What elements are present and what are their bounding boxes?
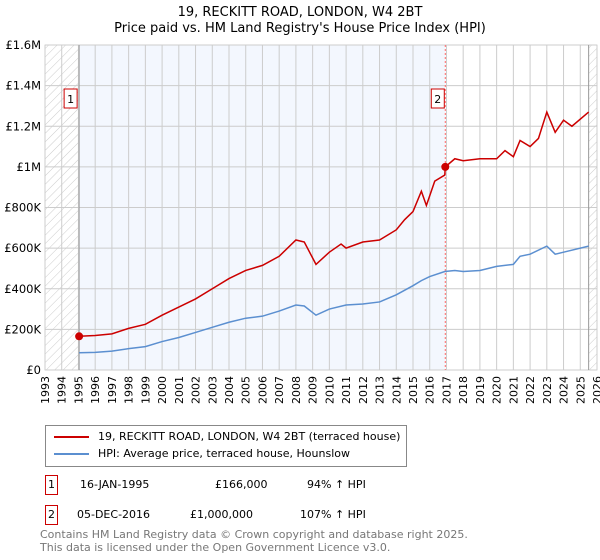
x-tick-label: 2000 <box>156 376 169 404</box>
footer-line-1: Contains HM Land Registry data © Crown c… <box>40 528 468 541</box>
x-tick-label: 2007 <box>273 376 286 404</box>
y-tick-label: £600K <box>4 241 41 255</box>
y-tick-label: £800K <box>4 201 41 215</box>
x-tick-label: 2001 <box>173 376 186 404</box>
x-tick-label: 2004 <box>223 376 236 404</box>
chart-title: 19, RECKITT ROAD, LONDON, W4 2BT <box>177 5 423 20</box>
x-tick-label: 2012 <box>357 376 370 404</box>
y-tick-label: £0 <box>26 363 41 377</box>
transaction-price: £1,000,000 <box>190 508 253 521</box>
marker-badge-label: 2 <box>434 93 441 106</box>
transaction-hpi: 94% ↑ HPI <box>307 478 366 491</box>
x-tick-label: 1999 <box>139 376 152 404</box>
legend-label-property: 19, RECKITT ROAD, LONDON, W4 2BT (terrac… <box>98 430 401 443</box>
marker-badge-box <box>63 88 78 109</box>
x-tick-label: 2005 <box>240 376 253 404</box>
x-tick-label: 1996 <box>89 376 102 404</box>
x-tick-label: 2017 <box>440 376 453 404</box>
x-tick-label: 2003 <box>206 376 219 404</box>
transaction-date: 16-JAN-1995 <box>80 478 150 491</box>
x-tick-label: 2009 <box>307 376 320 404</box>
marker-badge-box <box>430 88 445 109</box>
y-tick-label: £200K <box>4 322 41 336</box>
x-tick-label: 2011 <box>340 376 353 404</box>
x-tick-label: 2010 <box>323 376 336 404</box>
legend: 19, RECKITT ROAD, LONDON, W4 2BT (terrac… <box>45 425 407 467</box>
x-tick-label: 2025 <box>574 376 587 404</box>
legend-red-line <box>54 435 89 438</box>
y-tick-label: £400K <box>4 282 41 296</box>
line-chart: 1993 1994 1995 1996 1997 1998 1999 2000 2001 2002… <box>4 38 600 404</box>
marker-badge: 1 <box>45 475 58 495</box>
chart-subtitle: Price paid vs. HM Land Registry's House … <box>114 21 486 36</box>
y-tick-label: £1.6M <box>5 38 41 52</box>
series-line <box>79 109 590 338</box>
transaction-price: £166,000 <box>215 478 268 491</box>
x-tick-label: 2024 <box>558 376 571 404</box>
x-tick-label: 2015 <box>407 376 420 404</box>
transaction-hpi: 107% ↑ HPI <box>300 508 366 521</box>
series-line <box>79 245 589 354</box>
x-tick-label: 2018 <box>457 376 470 404</box>
x-tick-label: 2019 <box>474 376 487 404</box>
y-tick-label: £1.2M <box>5 119 41 133</box>
legend-label-hpi: HPI: Average price, terraced house, Houn… <box>98 447 350 460</box>
legend-blue-line <box>54 452 89 455</box>
x-tick-label: 2013 <box>374 376 387 404</box>
y-tick-label: £1M <box>16 160 41 174</box>
x-tick-label: 1993 <box>39 376 52 404</box>
x-tick-label: 2002 <box>190 376 203 404</box>
x-tick-label: 2008 <box>290 376 303 404</box>
transaction-row: 1 16-JAN-1995 £166,000 94% ↑ HPI <box>45 475 445 495</box>
marker-badge-label: 1 <box>67 93 74 106</box>
x-tick-label: 2006 <box>256 376 269 404</box>
x-tick-label: 2026 <box>591 376 600 404</box>
x-tick-label: 2016 <box>424 376 437 404</box>
x-tick-label: 2020 <box>491 376 504 404</box>
x-tick-label: 1994 <box>56 376 69 404</box>
x-tick-label: 2022 <box>524 376 537 404</box>
x-tick-label: 2014 <box>390 376 403 404</box>
sale-point <box>441 162 450 171</box>
x-tick-label: 2021 <box>507 376 520 404</box>
x-tick-label: 1997 <box>106 376 119 404</box>
sale-point <box>75 332 84 341</box>
transaction-date: 05-DEC-2016 <box>77 508 151 521</box>
footer-line-2: This data is licensed under the Open Gov… <box>40 541 391 554</box>
x-tick-label: 2023 <box>541 376 554 404</box>
footer: Contains HM Land Registry data © Crown c… <box>40 528 468 554</box>
marker-badge: 2 <box>45 505 58 525</box>
x-tick-label: 1998 <box>123 376 136 404</box>
transaction-row: 2 05-DEC-2016 £1,000,000 107% ↑ HPI <box>45 505 445 525</box>
x-tick-label: 1995 <box>72 376 85 404</box>
y-tick-label: £1.4M <box>5 79 41 93</box>
